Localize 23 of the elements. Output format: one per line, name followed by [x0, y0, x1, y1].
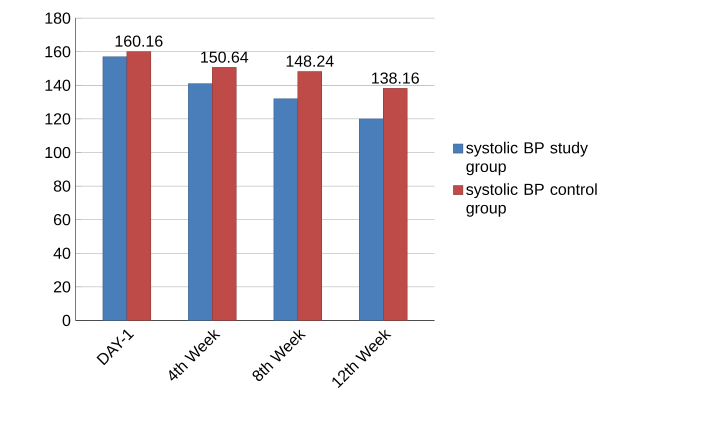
y-tick-label: 40	[54, 248, 70, 259]
data-label: 138.16	[372, 72, 419, 84]
data-label: 160.16	[116, 36, 162, 47]
bar	[212, 67, 237, 321]
data-label: 148.24	[286, 56, 334, 67]
y-tick-label: 140	[46, 80, 70, 92]
y-tick-label: 160	[46, 46, 70, 58]
bar	[102, 56, 128, 321]
bar	[274, 98, 298, 321]
legend-label: systolic BP control group	[466, 183, 597, 217]
bar	[359, 118, 384, 321]
y-tick-label: 20	[54, 281, 70, 293]
bar	[298, 71, 322, 321]
y-tick-label: 180	[46, 12, 70, 24]
data-label: 150.64	[201, 52, 248, 63]
y-tick-label: 120	[46, 113, 70, 125]
bar	[188, 83, 213, 321]
bar	[126, 51, 152, 321]
y-tick-label: 100	[46, 146, 70, 158]
y-tick-label: 80	[54, 180, 70, 192]
y-tick-label: 60	[54, 214, 70, 226]
y-tick-label: 0	[62, 314, 70, 326]
bar	[383, 88, 408, 321]
